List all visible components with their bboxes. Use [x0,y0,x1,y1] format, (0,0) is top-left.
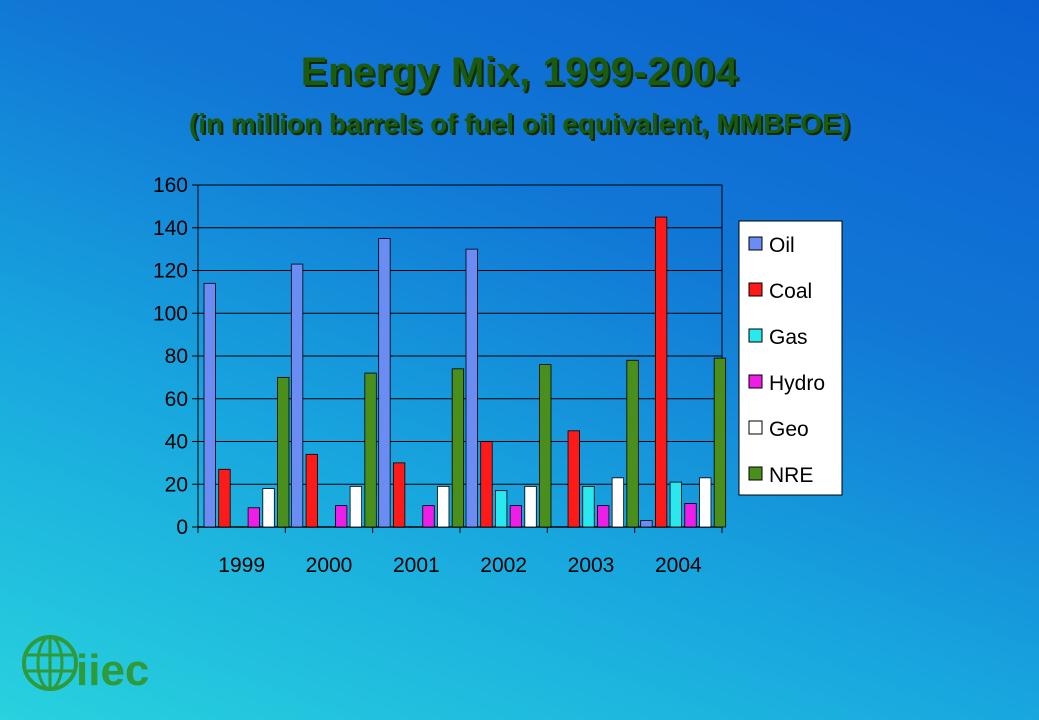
bar-hydro-2004 [684,503,697,528]
bar-oil-1999 [203,282,216,528]
legend-swatch-geo [748,420,763,435]
x-tick-label: 2003 [568,554,615,577]
bar-hydro-2000 [335,505,348,528]
y-tick-label: 40 [165,431,188,454]
bar-nre-2001 [451,368,465,528]
bar-coal-2000 [305,453,318,528]
bar-oil-2004 [640,520,653,528]
bar-nre-2002 [539,364,552,528]
bar-hydro-2003 [597,505,610,528]
chart-title: Energy Mix, 1999-2004 [300,50,739,94]
legend-label-coal: Coal [769,280,812,303]
x-tick-label: 2001 [393,554,440,577]
bar-nre-1999 [277,376,290,528]
legend-label-geo: Geo [769,418,809,441]
bar-oil-2000 [290,263,304,528]
bar-oil-2002 [465,248,478,528]
legend-label-nre: NRE [769,464,813,487]
x-tick-label: 1999 [218,554,265,577]
bar-geo-2002 [524,485,537,528]
bar-coal-2004 [654,216,668,528]
y-tick-label: 0 [176,516,188,539]
iiec-logo: iiec [22,635,149,695]
bar-geo-2004 [699,477,712,528]
bar-hydro-1999 [247,507,261,528]
y-tick-label: 100 [153,302,188,325]
bar-nre-2000 [364,372,377,528]
globe-icon [22,635,78,691]
bar-nre-2003 [626,359,639,528]
bar-geo-1999 [262,488,275,528]
legend-swatch-nre [748,466,763,481]
bar-oil-2001 [378,238,391,528]
x-tick-label: 2000 [306,554,353,577]
bar-coal-2001 [392,462,406,528]
bar-gas-2004 [669,481,682,528]
y-tick-label: 140 [153,217,188,240]
legend [738,220,843,496]
bar-nre-2004 [713,357,727,528]
x-tick-label: 2002 [480,554,527,577]
legend-swatch-coal [748,282,763,297]
bar-geo-2001 [437,485,450,528]
legend-label-hydro: Hydro [769,372,825,395]
legend-label-oil: Oil [769,234,795,257]
bar-hydro-2001 [422,505,435,528]
y-tick-label: 80 [165,345,188,368]
bar-coal-2003 [567,430,580,528]
y-tick-label: 60 [165,388,188,411]
y-tick-label: 160 [153,174,188,197]
bar-gas-2002 [494,490,508,528]
legend-swatch-oil [748,236,763,251]
x-tick-label: 2004 [655,554,702,577]
logo-text: iiec [76,646,149,695]
legend-swatch-gas [748,328,763,343]
bar-coal-2002 [480,441,493,528]
y-tick-label: 20 [165,473,188,496]
y-tick-label: 120 [153,260,188,283]
bar-geo-2003 [611,477,625,528]
bar-hydro-2002 [509,505,523,528]
bar-coal-1999 [218,468,231,528]
legend-label-gas: Gas [769,326,808,349]
bar-gas-2003 [582,485,595,528]
legend-swatch-hydro [748,374,763,389]
chart-subtitle: (in million barrels of fuel oil equivale… [188,108,851,139]
bar-geo-2000 [349,485,363,528]
